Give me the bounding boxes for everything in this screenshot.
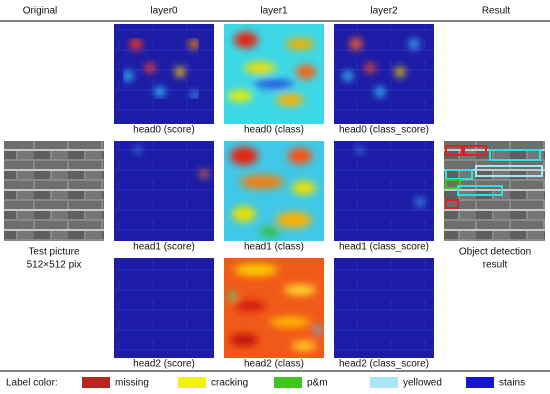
- legend-swatch: [274, 377, 302, 388]
- column-title: layer2: [370, 6, 398, 17]
- legend-label: missing: [115, 378, 149, 389]
- tile-caption: head1 (score): [133, 242, 195, 253]
- caption: Test picture: [28, 247, 80, 258]
- column-title: layer0: [150, 6, 178, 17]
- heatmap: [224, 24, 324, 124]
- column-title: layer1: [260, 6, 288, 17]
- legend-label: stains: [499, 378, 525, 389]
- heatmap: [224, 258, 324, 358]
- legend: Label color: missing cracking p&m yellowed s…: [6, 377, 525, 389]
- heatmap: [224, 141, 324, 241]
- heatmap: [334, 141, 434, 241]
- heatmaps: [114, 24, 434, 358]
- column-title: Original: [23, 6, 57, 17]
- heatmap: [334, 24, 434, 124]
- tile-caption: head1 (class_score): [339, 242, 429, 253]
- legend-swatch: [178, 377, 206, 388]
- legend-label: cracking: [211, 378, 248, 389]
- test-picture: Test picture 512×512 pix: [4, 141, 104, 271]
- heatmap: [334, 258, 434, 358]
- legend-label: p&m: [307, 378, 328, 389]
- legend-swatch: [82, 377, 110, 388]
- header: Original layer0 layer1 layer2 Result: [0, 6, 550, 22]
- caption: Object detection: [459, 247, 531, 258]
- legend-swatch: [370, 377, 398, 388]
- tile-captions: head0 (score) head0 (class) head0 (class…: [133, 125, 429, 370]
- tile-caption: head2 (class): [244, 359, 304, 370]
- tile-caption: head0 (class_score): [339, 125, 429, 136]
- tile-caption: head2 (class_score): [339, 359, 429, 370]
- tile-caption: head0 (score): [133, 125, 195, 136]
- heatmap: [114, 141, 214, 241]
- legend-swatch: [466, 377, 494, 388]
- legend-title: Label color:: [6, 378, 58, 389]
- caption: 512×512 pix: [27, 260, 82, 271]
- tile-caption: head0 (class): [244, 125, 304, 136]
- heatmap: [114, 258, 214, 358]
- legend-label: yellowed: [403, 378, 442, 389]
- caption: result: [483, 260, 508, 271]
- tile-caption: head1 (class): [244, 242, 304, 253]
- column-title: Result: [482, 6, 511, 17]
- heatmap: [114, 24, 214, 124]
- tile-caption: head2 (score): [133, 359, 195, 370]
- result-picture: Object detection result: [444, 141, 545, 271]
